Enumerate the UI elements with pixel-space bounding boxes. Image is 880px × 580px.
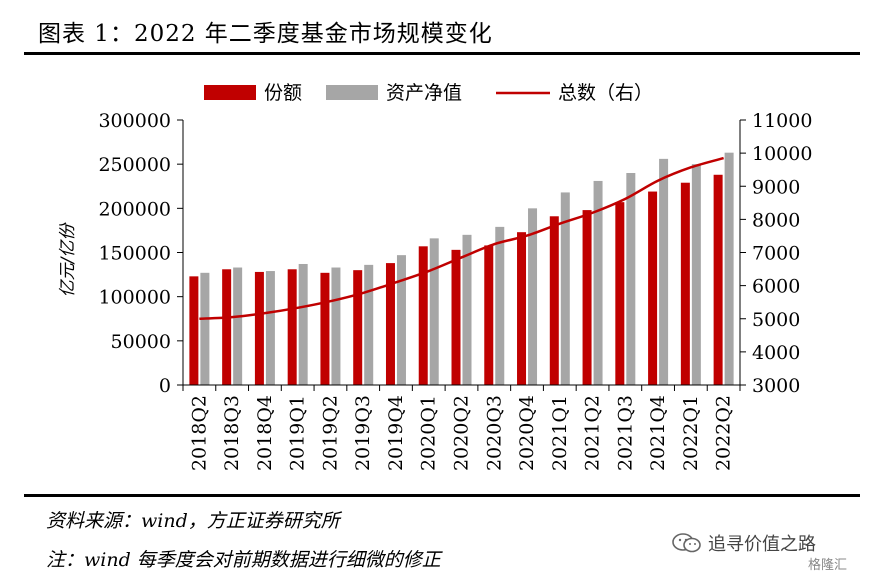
left-tick-label: 50000 xyxy=(111,331,171,353)
left-tick-label: 250000 xyxy=(98,154,171,176)
bar-nav-2022Q1 xyxy=(691,164,701,385)
x-tick-label: 2021Q2 xyxy=(582,395,604,471)
right-tick-label: 5000 xyxy=(752,309,800,331)
x-tick-label: 2019Q2 xyxy=(319,395,341,471)
y-axis-label: 亿元/亿份 xyxy=(58,222,78,298)
x-tick-label: 2022Q1 xyxy=(680,395,702,471)
x-tick-label: 2020Q1 xyxy=(418,395,440,471)
axes: 0 50000 100000 150000 200000 250000 300000 3000… xyxy=(58,110,812,471)
bar-nav-2019Q2 xyxy=(331,267,341,385)
bar-shares-2019Q4 xyxy=(385,263,395,385)
bar-nav-2019Q3 xyxy=(364,264,374,385)
bar-shares-2020Q3 xyxy=(484,245,494,385)
left-tick-label: 150000 xyxy=(98,243,171,265)
x-tick-label: 2019Q3 xyxy=(352,395,374,471)
watermark: 追寻价值之路 xyxy=(672,530,816,556)
right-tick-label: 6000 xyxy=(752,276,800,298)
left-tick-label: 300000 xyxy=(98,110,171,132)
x-tick-label: 2022Q2 xyxy=(713,395,735,471)
x-tick-label: 2019Q4 xyxy=(385,395,407,471)
chart-area: 份额 资产净值 总数（右） 0 50000 100000 150000 200000 2500… xyxy=(58,82,812,471)
bar-shares-2020Q4 xyxy=(517,232,527,385)
legend-swatch-shares xyxy=(204,85,256,100)
watermark-text: 追寻价值之路 xyxy=(708,534,816,555)
right-tick-label: 11000 xyxy=(752,110,812,132)
watermark-brand: 格隆汇 xyxy=(808,558,848,573)
bar-shares-2022Q1 xyxy=(680,182,690,385)
bar-nav-2021Q3 xyxy=(626,173,636,385)
right-tick-label: 9000 xyxy=(752,176,800,198)
bar-nav-2020Q1 xyxy=(429,238,439,385)
x-tick-label: 2018Q3 xyxy=(221,395,243,471)
bar-shares-2019Q1 xyxy=(287,269,297,385)
bar-shares-2021Q2 xyxy=(582,210,592,385)
bar-shares-2021Q3 xyxy=(615,202,625,385)
footnote: 注：wind 每季度会对前期数据进行细微的修正 xyxy=(46,549,441,571)
bar-nav-2019Q4 xyxy=(396,255,406,385)
bar-shares-2018Q2 xyxy=(189,276,199,385)
source-note: 资料来源：wind，方正证券研究所 xyxy=(46,510,340,532)
x-tick-label: 2020Q2 xyxy=(451,395,473,471)
bottom-rule xyxy=(24,494,860,497)
legend: 份额 资产净值 总数（右） xyxy=(204,82,653,104)
bar-shares-2022Q2 xyxy=(713,174,723,385)
x-tick-label: 2020Q3 xyxy=(483,395,505,471)
bar-shares-2020Q1 xyxy=(418,246,428,385)
x-tick-label: 2019Q1 xyxy=(287,395,309,471)
bar-shares-2018Q3 xyxy=(222,269,232,385)
right-tick-label: 7000 xyxy=(752,243,800,265)
left-tick-label: 200000 xyxy=(98,198,171,220)
bar-nav-2021Q2 xyxy=(593,180,603,385)
wechat-icon xyxy=(672,532,702,554)
bar-nav-2018Q3 xyxy=(233,267,243,385)
legend-label-total: 总数（右） xyxy=(558,82,653,104)
bar-nav-2018Q2 xyxy=(200,272,210,385)
bar-shares-2018Q4 xyxy=(254,271,264,385)
bar-shares-2021Q1 xyxy=(549,216,559,385)
legend-label-shares: 份额 xyxy=(264,82,302,104)
legend-swatch-nav xyxy=(326,85,378,100)
bar-shares-2019Q2 xyxy=(320,272,330,385)
total-line xyxy=(199,156,724,320)
bar-shares-2019Q3 xyxy=(353,270,363,385)
figure-title: 图表 1：2022 年二季度基金市场规模变化 xyxy=(38,21,493,47)
bars xyxy=(189,152,734,385)
legend-label-nav: 资产净值 xyxy=(386,82,462,104)
right-tick-label: 8000 xyxy=(752,209,800,231)
left-tick-label: 0 xyxy=(159,375,171,397)
line-total xyxy=(199,156,724,320)
x-tick-label: 2021Q4 xyxy=(647,395,669,471)
bar-nav-2022Q2 xyxy=(724,152,734,385)
right-tick-label: 4000 xyxy=(752,342,800,364)
x-tick-label: 2021Q1 xyxy=(549,395,571,471)
bar-nav-2020Q4 xyxy=(528,208,538,385)
right-tick-label: 10000 xyxy=(752,143,812,165)
bar-nav-2019Q1 xyxy=(298,263,308,385)
left-tick-label: 100000 xyxy=(98,287,171,309)
bar-nav-2020Q3 xyxy=(495,226,505,385)
x-tick-label: 2020Q4 xyxy=(516,395,538,471)
x-tick-label: 2021Q3 xyxy=(614,395,636,471)
right-tick-label: 3000 xyxy=(752,375,800,397)
bar-nav-2018Q4 xyxy=(265,271,275,385)
bar-nav-2021Q1 xyxy=(560,192,570,385)
x-tick-label: 2018Q4 xyxy=(254,395,276,471)
bar-shares-2021Q4 xyxy=(648,191,658,385)
bar-nav-2020Q2 xyxy=(462,234,472,385)
x-tick-label: 2018Q2 xyxy=(188,395,210,471)
bar-shares-2020Q2 xyxy=(451,249,461,385)
top-rule xyxy=(24,52,860,55)
bar-nav-2021Q4 xyxy=(659,158,669,385)
